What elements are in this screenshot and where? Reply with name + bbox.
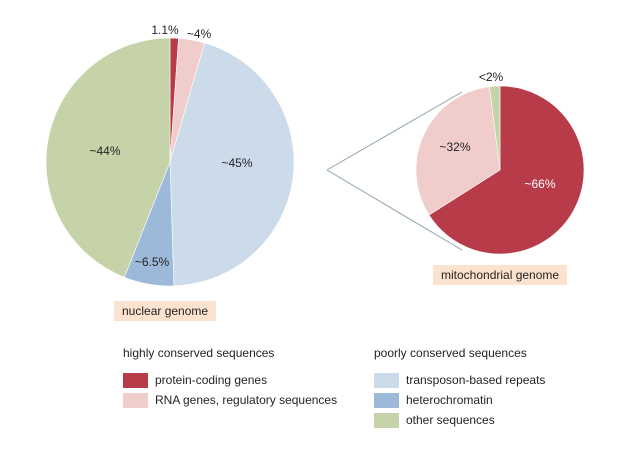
slice-label: <2% [479,70,504,84]
legend-title-highly-conserved: highly conserved sequences [123,346,275,360]
legend-label: protein-coding genes [155,373,268,387]
slice-label: ~66% [524,177,555,191]
pie-slice-protein-coding [428,85,585,255]
legend-swatch [374,412,399,428]
legend-swatch [374,372,399,388]
nuclear-genome-caption: nuclear genome [114,301,217,321]
legend-swatch [123,372,148,388]
mitochondrial-genome-caption: mitochondrial genome [433,265,568,285]
nuclear-pie [45,37,295,287]
legend-title-poorly-conserved: poorly conserved sequences [374,346,527,360]
pie-slice-other [489,85,501,171]
connector-line-bottom [326,169,463,251]
legend-label: heterochromatin [406,393,493,407]
slice-label: ~32% [439,140,470,154]
pie-slice-transposon-based [169,42,295,287]
slice-label: ~6.5% [135,255,170,269]
legend-label: other sequences [406,413,495,427]
legend-label: transposon-based repeats [406,373,546,387]
pie-slice-other [45,37,171,278]
legend-item-rna-genes: RNA genes, regulatory sequences [123,392,337,408]
legend-item-transposon-repeats: transposon-based repeats [374,372,545,388]
legend-item-heterochromatin: heterochromatin [374,392,493,408]
pie-slice-rna [415,86,501,216]
legend-item-other-sequences: other sequences [374,412,495,428]
connector-line-top [326,91,463,171]
slice-label: 1.1% [151,23,179,37]
legend-swatch [123,392,148,408]
legend-swatch [374,392,399,408]
legend-label: RNA genes, regulatory sequences [155,393,338,407]
slice-label: ~4% [187,27,212,41]
legend-item-protein-coding: protein-coding genes [123,372,267,388]
mitochondrial-pie [415,85,585,255]
slice-label: ~44% [89,144,120,158]
slice-label: ~45% [221,156,252,170]
